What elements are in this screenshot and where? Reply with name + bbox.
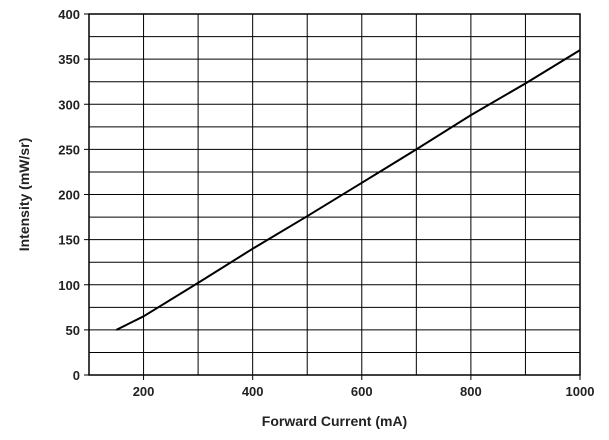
x-tick-label: 600 [351,384,373,399]
y-tick-label: 0 [73,368,80,383]
x-tick-label: 200 [133,384,155,399]
y-tick-label: 250 [58,142,80,157]
y-tick-label: 400 [58,7,80,22]
y-tick-label: 150 [58,233,80,248]
y-tick-label: 200 [58,188,80,203]
y-tick-label: 300 [58,97,80,112]
x-tick-label: 800 [460,384,482,399]
series-line [115,49,581,331]
y-axis-title: Intensity (mW/sr) [16,138,32,252]
y-tick-label: 100 [58,278,80,293]
x-tick-label: 1000 [566,384,595,399]
series-layer [115,49,581,331]
y-axis-ticks: 0 50 100 150 200 250 300 350 400 [58,7,89,383]
x-tick-label: 400 [242,384,264,399]
y-tick-label: 50 [66,323,80,338]
gridlines [89,14,580,375]
x-axis-ticks: 200 400 600 800 1000 [133,375,595,399]
x-axis-title: Forward Current (mA) [262,413,407,429]
y-tick-label: 350 [58,52,80,67]
